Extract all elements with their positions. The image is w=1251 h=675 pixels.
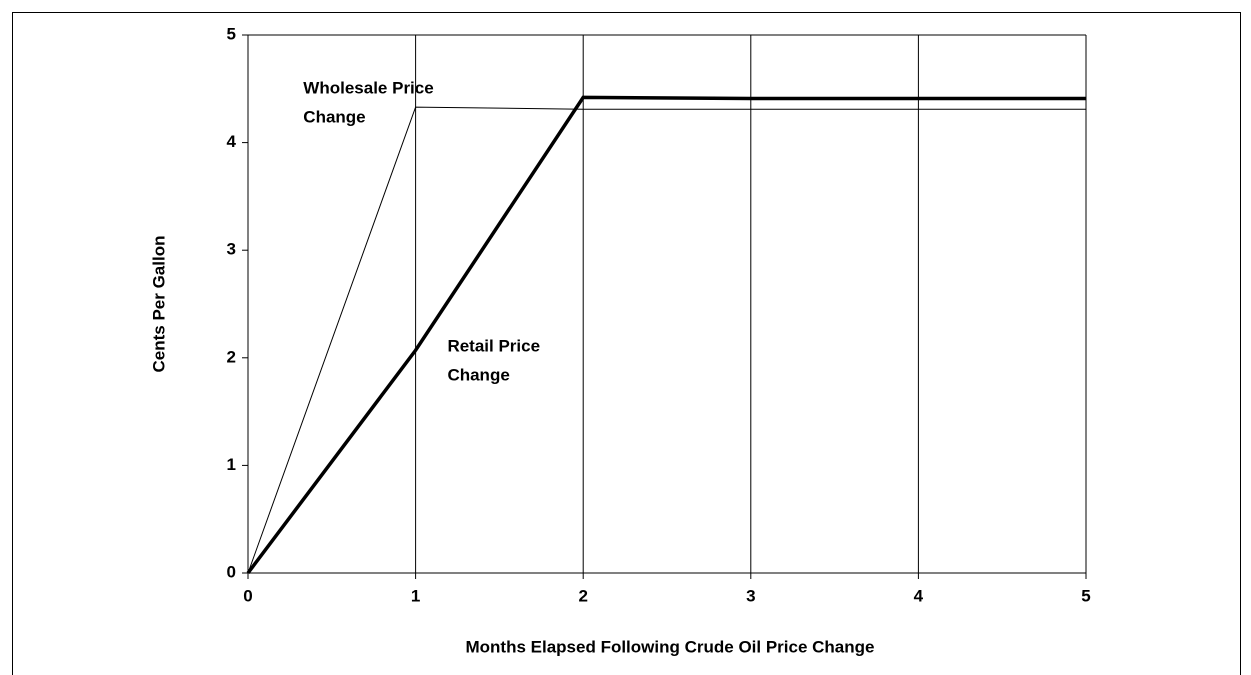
x-tick-label: 3 [746,586,755,605]
x-tick-label: 2 [578,586,587,605]
series-line [247,106,1086,574]
y-tick-label: 5 [227,24,236,43]
y-axis-label: Cents Per Gallon [149,236,168,373]
annotation: Change [303,107,365,126]
y-tick-label: 4 [227,132,237,151]
annotation: Change [447,366,509,385]
annotation: Wholesale Price [303,78,433,97]
x-tick-label: 1 [411,586,420,605]
y-tick-label: 3 [227,240,236,259]
annotation: Retail Price [447,337,540,356]
x-tick-label: 5 [1081,586,1090,605]
series-line [246,95,1086,575]
x-tick-label: 4 [914,586,924,605]
x-tick-label: 0 [243,586,252,605]
y-tick-label: 0 [227,562,236,581]
x-axis-label: Months Elapsed Following Crude Oil Price… [466,637,875,656]
y-tick-label: 2 [227,347,236,366]
frame [12,12,1241,675]
y-tick-label: 1 [227,455,236,474]
